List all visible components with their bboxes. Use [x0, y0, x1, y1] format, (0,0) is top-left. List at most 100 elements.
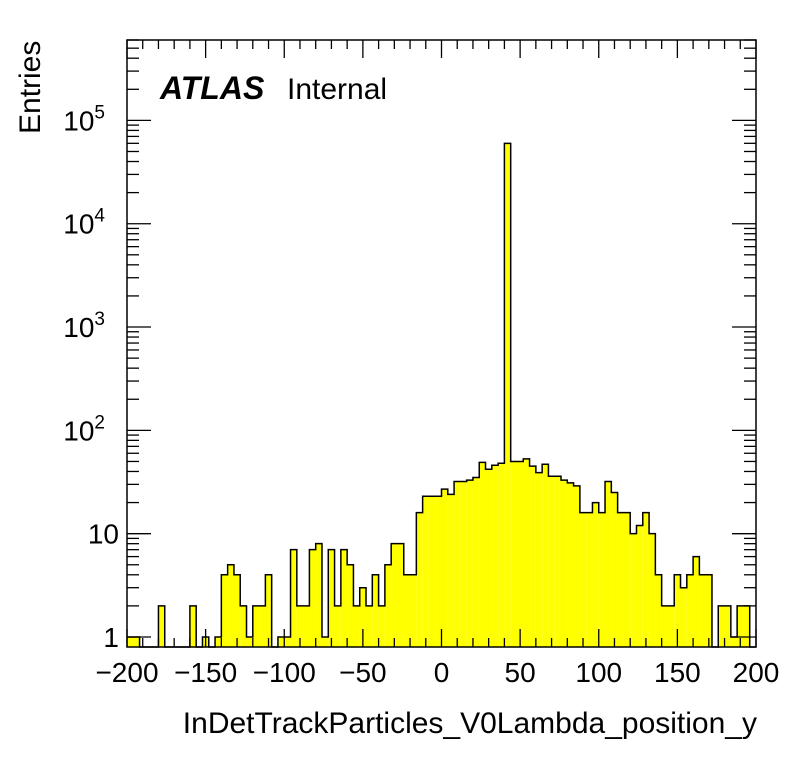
histogram-bin [649, 533, 656, 647]
histogram-bin [718, 605, 725, 647]
histogram-bin [309, 549, 316, 647]
histogram-bin [680, 587, 687, 647]
histogram-bin [422, 496, 429, 647]
y-tick-label: 104 [63, 206, 105, 240]
histogram-bin [516, 461, 524, 647]
x-tick-label: −150 [174, 657, 237, 688]
histogram-bin [667, 605, 675, 647]
histogram-bin [366, 605, 373, 647]
histogram-bin [579, 512, 587, 647]
histogram-bin [510, 461, 517, 647]
histogram-outline [127, 142, 756, 648]
histogram-bin [479, 462, 486, 647]
x-tick-label: 50 [505, 657, 536, 688]
y-tick-label: 1 [103, 622, 119, 653]
y-axis-title: Entries [14, 41, 47, 134]
histogram-bin [303, 605, 310, 647]
y-tick-label: 10 [88, 519, 119, 550]
histogram-bin [743, 605, 750, 647]
histogram-bin [290, 549, 297, 647]
histogram-bin [227, 564, 234, 647]
histogram-bin [586, 512, 593, 647]
histogram-bin [127, 636, 134, 647]
x-tick-label: −50 [339, 657, 387, 688]
histogram-bin [737, 605, 744, 647]
histogram-bin [296, 605, 304, 647]
histogram-bin [548, 476, 555, 647]
x-tick-label: 0 [434, 657, 450, 688]
y-tick-label: 105 [63, 102, 105, 136]
histogram-bin [321, 636, 329, 647]
x-tick-label: 150 [654, 657, 701, 688]
histogram-bin [353, 605, 360, 647]
histogram-bin [636, 525, 643, 647]
histogram-bin [133, 636, 140, 647]
histogram-bin [252, 605, 260, 647]
x-tick-label: 100 [575, 657, 622, 688]
histogram-bin [655, 574, 662, 647]
histogram-bin [334, 605, 341, 647]
histogram-bin [686, 574, 694, 647]
histogram-bars [127, 142, 756, 648]
histogram-bin [372, 574, 379, 647]
histogram-bin [705, 574, 712, 647]
histogram-bin [699, 574, 706, 647]
histogram-bin [724, 605, 731, 647]
histogram-bin [504, 143, 511, 648]
histogram-bin [441, 489, 448, 647]
histogram-bin [359, 587, 367, 647]
histogram-bin [454, 481, 461, 647]
histogram-bin [189, 605, 197, 647]
histogram-bin [598, 512, 606, 647]
histogram-bin [573, 485, 580, 647]
histogram-bin [246, 636, 253, 647]
histogram-bin [328, 549, 335, 647]
histogram-bin [623, 512, 631, 647]
histogram-bin [435, 496, 442, 647]
histogram-bin [661, 605, 668, 647]
histogram-bin [730, 636, 738, 647]
atlas-label: ATLAS [159, 70, 265, 106]
axis-ticks [126, 39, 757, 647]
histogram-bin [630, 533, 637, 647]
histogram-bin [472, 477, 480, 647]
histogram-bin [277, 636, 285, 647]
histogram-bin [592, 502, 599, 647]
histogram-bin [240, 605, 247, 647]
histogram-bin [674, 574, 681, 647]
histogram-bin [460, 481, 467, 647]
histogram-bin [447, 494, 455, 647]
histogram-bin [340, 549, 348, 647]
histogram-bin [642, 512, 650, 647]
histogram-bin [466, 480, 473, 647]
histogram-bin [523, 458, 530, 647]
histogram-bin [567, 482, 574, 647]
x-tick-label: 200 [733, 657, 780, 688]
histogram-bin [611, 492, 618, 647]
histogram-bin [542, 464, 549, 647]
histogram-bin [233, 574, 241, 647]
histogram-bin [397, 543, 404, 647]
histogram-bin [617, 512, 624, 647]
histogram-bin [215, 636, 222, 647]
histogram-bin [491, 465, 499, 647]
histogram-bin [693, 556, 700, 647]
histogram-bin [554, 476, 562, 647]
histogram-bin [391, 543, 398, 647]
y-tick-label: 103 [63, 309, 105, 343]
histogram-bin [410, 574, 417, 647]
internal-label: Internal [287, 73, 387, 106]
histogram-bin [284, 636, 291, 647]
histogram-bin [529, 466, 536, 647]
histogram-bin [428, 496, 436, 647]
histogram-bin [158, 605, 165, 647]
histogram-bin [416, 512, 423, 647]
histogram-bin [561, 480, 568, 647]
x-tick-label: −100 [253, 657, 316, 688]
histogram-bin [378, 605, 385, 647]
histogram-bin [605, 481, 612, 647]
x-tick-label: −200 [95, 657, 158, 688]
histogram-bin [221, 574, 228, 647]
histogram-bin [315, 543, 322, 647]
